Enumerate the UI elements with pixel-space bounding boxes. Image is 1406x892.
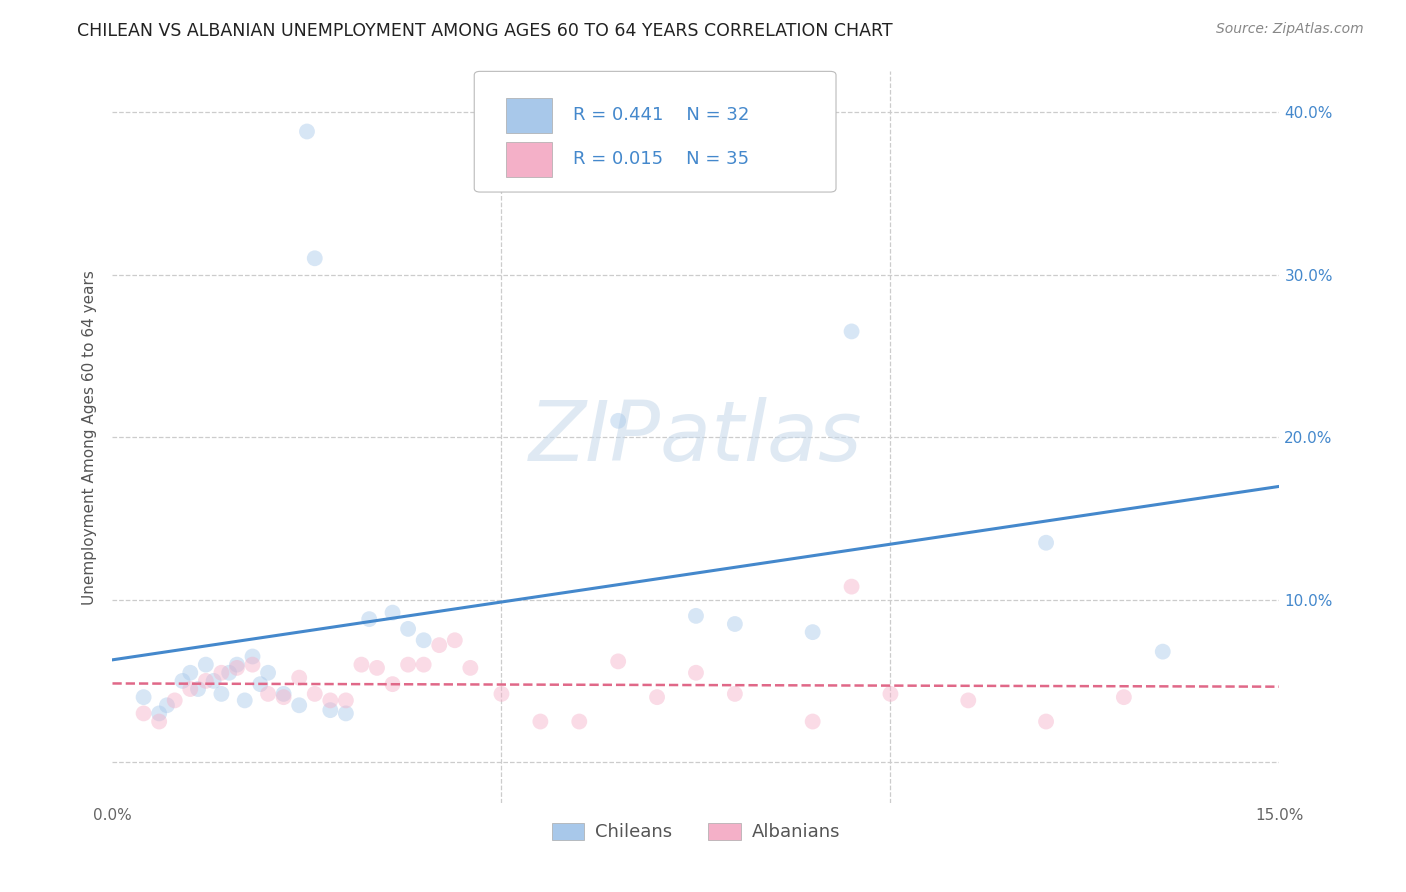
Point xyxy=(427,638,450,652)
Point xyxy=(841,325,863,339)
Y-axis label: Unemployment Among Ages 60 to 64 years: Unemployment Among Ages 60 to 64 years xyxy=(82,269,97,605)
Point xyxy=(257,687,280,701)
Point xyxy=(163,693,186,707)
Point xyxy=(724,687,747,701)
Point xyxy=(249,677,271,691)
Point xyxy=(242,649,264,664)
Point xyxy=(607,414,630,428)
Point xyxy=(233,693,256,707)
Point xyxy=(288,671,311,685)
Point xyxy=(273,687,295,701)
Point xyxy=(273,690,295,705)
Point xyxy=(288,698,311,713)
Point xyxy=(957,693,980,707)
Point xyxy=(209,665,232,680)
Point xyxy=(319,703,342,717)
Point xyxy=(412,633,434,648)
Point xyxy=(242,657,264,672)
Point xyxy=(304,252,326,266)
FancyBboxPatch shape xyxy=(506,98,553,133)
Point xyxy=(335,706,357,721)
Point xyxy=(685,665,707,680)
Point xyxy=(607,654,630,668)
Text: CHILEAN VS ALBANIAN UNEMPLOYMENT AMONG AGES 60 TO 64 YEARS CORRELATION CHART: CHILEAN VS ALBANIAN UNEMPLOYMENT AMONG A… xyxy=(77,22,893,40)
Point xyxy=(179,681,201,696)
Point xyxy=(335,693,357,707)
Point xyxy=(1035,714,1057,729)
Point xyxy=(132,706,155,721)
Point xyxy=(359,612,381,626)
Point xyxy=(218,665,240,680)
FancyBboxPatch shape xyxy=(474,71,837,192)
Text: R = 0.015    N = 35: R = 0.015 N = 35 xyxy=(574,150,749,168)
Point xyxy=(226,657,249,672)
FancyBboxPatch shape xyxy=(506,142,553,177)
Point xyxy=(801,714,824,729)
Point xyxy=(645,690,668,705)
Point xyxy=(132,690,155,705)
Point xyxy=(685,608,707,623)
Point xyxy=(148,706,170,721)
Point xyxy=(460,661,482,675)
Point xyxy=(319,693,342,707)
Point xyxy=(1035,535,1057,549)
Point xyxy=(202,673,225,688)
Point xyxy=(529,714,551,729)
Text: R = 0.441    N = 32: R = 0.441 N = 32 xyxy=(574,106,749,124)
Point xyxy=(226,661,249,675)
Point xyxy=(724,617,747,632)
Point xyxy=(179,665,201,680)
Point xyxy=(156,698,179,713)
Point xyxy=(187,681,209,696)
Point xyxy=(381,606,404,620)
Point xyxy=(209,687,232,701)
Point xyxy=(350,657,373,672)
Point xyxy=(304,687,326,701)
Point xyxy=(1152,645,1174,659)
Point xyxy=(366,661,388,675)
Point xyxy=(1112,690,1135,705)
Point xyxy=(396,622,419,636)
Point xyxy=(412,657,434,672)
Point xyxy=(491,687,513,701)
Point xyxy=(443,633,465,648)
Point xyxy=(172,673,194,688)
Point xyxy=(194,657,217,672)
Point xyxy=(295,124,318,138)
Point xyxy=(801,625,824,640)
Point xyxy=(381,677,404,691)
Text: ZIPatlas: ZIPatlas xyxy=(529,397,863,477)
Point xyxy=(396,657,419,672)
Point xyxy=(194,673,217,688)
Point xyxy=(841,580,863,594)
Point xyxy=(148,714,170,729)
Point xyxy=(879,687,901,701)
Legend: Chileans, Albanians: Chileans, Albanians xyxy=(544,815,848,848)
Text: Source: ZipAtlas.com: Source: ZipAtlas.com xyxy=(1216,22,1364,37)
Point xyxy=(257,665,280,680)
Point xyxy=(568,714,591,729)
